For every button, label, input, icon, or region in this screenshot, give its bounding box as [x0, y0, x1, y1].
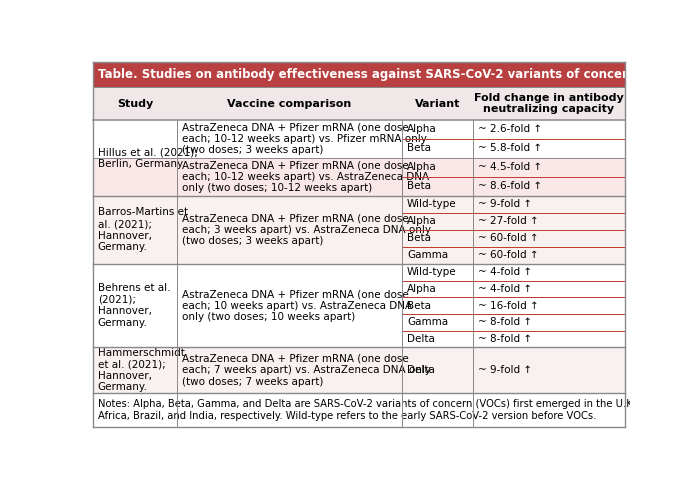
Text: Delta: Delta — [407, 365, 435, 375]
Text: Study: Study — [117, 99, 153, 108]
Text: AstraZeneca DNA + Pfizer mRNA (one dose
each; 3 weeks apart) vs. AstraZeneca DNA: AstraZeneca DNA + Pfizer mRNA (one dose … — [182, 213, 431, 246]
Text: ~ 4.5-fold ↑: ~ 4.5-fold ↑ — [477, 162, 542, 172]
Text: Alpha: Alpha — [407, 216, 437, 227]
Bar — [93, 196, 624, 264]
Text: ~ 60-fold ↑: ~ 60-fold ↑ — [477, 250, 538, 260]
Text: ~ 60-fold ↑: ~ 60-fold ↑ — [477, 233, 538, 243]
Text: Beta: Beta — [407, 181, 431, 191]
Text: ~ 8.6-fold ↑: ~ 8.6-fold ↑ — [477, 181, 542, 191]
Text: ~ 5.8-fold ↑: ~ 5.8-fold ↑ — [477, 143, 542, 153]
Text: Wild-type: Wild-type — [407, 267, 456, 277]
Text: Alpha: Alpha — [407, 162, 437, 172]
Text: Notes: Alpha, Beta, Gamma, and Delta are SARS-CoV-2 variants of concern (VOCs) f: Notes: Alpha, Beta, Gamma, and Delta are… — [98, 399, 671, 421]
Text: Beta: Beta — [407, 143, 431, 153]
Text: ~ 9-fold ↑: ~ 9-fold ↑ — [477, 365, 532, 375]
Text: AstraZeneca DNA + Pfizer mRNA (one dose
each; 10-12 weeks apart) vs. AstraZeneca: AstraZeneca DNA + Pfizer mRNA (one dose … — [182, 160, 429, 194]
Text: ~ 8-fold ↑: ~ 8-fold ↑ — [477, 318, 532, 327]
Text: Hammerschmidt
et al. (2021);
Hannover,
Germany.: Hammerschmidt et al. (2021); Hannover, G… — [98, 348, 185, 393]
Text: AstraZeneca DNA + Pfizer mRNA (one dose
each; 10 weeks apart) vs. AstraZeneca DN: AstraZeneca DNA + Pfizer mRNA (one dose … — [182, 289, 412, 322]
Text: ~ 4-fold ↑: ~ 4-fold ↑ — [477, 267, 532, 277]
Bar — [93, 87, 624, 120]
Bar — [93, 62, 624, 87]
Bar — [93, 393, 624, 427]
Text: ~ 8-fold ↑: ~ 8-fold ↑ — [477, 334, 532, 344]
Text: Hillus et al. (2021);
Berlin, Germany: Hillus et al. (2021); Berlin, Germany — [98, 147, 197, 168]
Text: Delta: Delta — [407, 334, 435, 344]
Text: AstraZeneca DNA + Pfizer mRNA (one dose
each; 7 weeks apart) vs. AstraZeneca DNA: AstraZeneca DNA + Pfizer mRNA (one dose … — [182, 353, 431, 387]
Text: Wild-type: Wild-type — [407, 199, 456, 209]
Bar — [93, 264, 624, 348]
Bar — [93, 348, 624, 393]
Text: Barros-Martins et
al. (2021);
Hannover,
Germany.: Barros-Martins et al. (2021); Hannover, … — [98, 208, 188, 252]
Text: AstraZeneca DNA + Pfizer mRNA (one dose
each; 10-12 weeks apart) vs. Pfizer mRNA: AstraZeneca DNA + Pfizer mRNA (one dose … — [182, 122, 427, 155]
Text: Vaccine comparison: Vaccine comparison — [228, 99, 351, 108]
Bar — [93, 158, 624, 196]
Text: Variant: Variant — [414, 99, 460, 108]
Text: ~ 9-fold ↑: ~ 9-fold ↑ — [477, 199, 532, 209]
Text: Beta: Beta — [407, 233, 431, 243]
Text: Beta: Beta — [407, 301, 431, 311]
Text: Gamma: Gamma — [407, 318, 448, 327]
Text: Table. Studies on antibody effectiveness against SARS-CoV-2 variants of concern.: Table. Studies on antibody effectiveness… — [98, 68, 641, 81]
Text: Alpha: Alpha — [407, 284, 437, 294]
Text: ~ 16-fold ↑: ~ 16-fold ↑ — [477, 301, 538, 311]
Text: ~ 4-fold ↑: ~ 4-fold ↑ — [477, 284, 532, 294]
Text: Gamma: Gamma — [407, 250, 448, 260]
Text: Alpha: Alpha — [407, 124, 437, 135]
Text: Fold change in antibody
neutralizing capacity: Fold change in antibody neutralizing cap… — [474, 93, 624, 114]
Text: ~ 2.6-fold ↑: ~ 2.6-fold ↑ — [477, 124, 542, 135]
Bar — [93, 120, 624, 158]
Text: Behrens et al.
(2021);
Hannover,
Germany.: Behrens et al. (2021); Hannover, Germany… — [98, 283, 170, 328]
Text: ~ 27-fold ↑: ~ 27-fold ↑ — [477, 216, 538, 227]
